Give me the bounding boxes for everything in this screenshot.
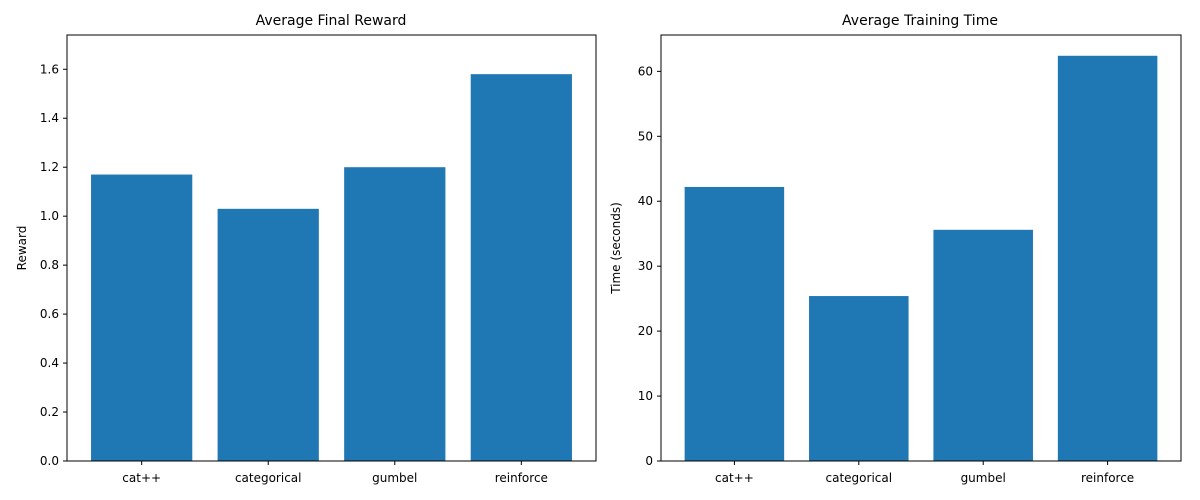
- reward-y-tick-label-3: 0.6: [40, 307, 59, 321]
- training-time-axes-frame: [660, 34, 1182, 462]
- training-time-x-tick-label-3: reinforce: [1081, 471, 1134, 485]
- reward-axes-frame: [66, 34, 597, 462]
- reward-y-tick-label-6: 1.2: [40, 160, 59, 174]
- reward-x-tick-label-1: categorical: [235, 471, 302, 485]
- reward-bar-1: [217, 208, 319, 461]
- training-time-plot-area: cat++ categorical gumbel reinforce 0 10 20 30 40…: [638, 34, 1182, 485]
- reward-y-tick-label-7: 1.4: [40, 111, 59, 125]
- training-time-x-tick-label-0: cat++: [715, 471, 754, 485]
- training-time-y-tick-label-4: 40: [638, 194, 653, 208]
- reward-x-tick-label-3: reinforce: [495, 471, 548, 485]
- training-time-y-tick-label-0: 0: [645, 454, 653, 468]
- training-time-x-tick-label-1: categorical: [826, 471, 893, 485]
- training-time-chart-title: Average Training Time: [842, 13, 998, 29]
- reward-y-tick-label-4: 0.8: [40, 258, 59, 272]
- training-time-chart: Average Training Time Time (seconds) cat…: [609, 13, 1182, 485]
- reward-bar-3: [470, 74, 572, 461]
- training-time-y-tick-label-3: 30: [638, 259, 653, 273]
- reward-bar-0: [91, 174, 193, 461]
- training-time-y-tick-label-2: 20: [638, 324, 653, 338]
- training-time-y-tick-label-6: 60: [638, 64, 653, 78]
- reward-y-tick-label-5: 1.0: [40, 209, 59, 223]
- reward-bar-2: [344, 167, 446, 461]
- training-time-y-axis-label: Time (seconds): [609, 202, 623, 295]
- reward-y-tick-label-8: 1.6: [40, 62, 59, 76]
- training-time-bar-3: [1057, 55, 1158, 461]
- training-time-y-tick-label-1: 10: [638, 389, 653, 403]
- training-time-bar-0: [684, 186, 785, 461]
- training-time-bar-2: [933, 229, 1033, 461]
- reward-x-tick-label-2: gumbel: [372, 471, 417, 485]
- reward-chart: Average Final Reward Reward cat++ categor…: [15, 13, 597, 485]
- reward-plot-area: cat++ categorical gumbel reinforce 0.0 0.2 0.4…: [40, 34, 597, 485]
- reward-y-tick-label-2: 0.4: [40, 356, 59, 370]
- reward-x-tick-label-0: cat++: [122, 471, 161, 485]
- reward-y-tick-label-1: 0.2: [40, 405, 59, 419]
- reward-chart-title: Average Final Reward: [256, 13, 407, 29]
- reward-y-axis-label: Reward: [15, 226, 29, 271]
- training-time-bar-1: [809, 296, 909, 461]
- training-time-x-tick-label-2: gumbel: [961, 471, 1006, 485]
- reward-y-tick-label-0: 0.0: [40, 454, 59, 468]
- training-time-y-tick-label-5: 50: [638, 129, 653, 143]
